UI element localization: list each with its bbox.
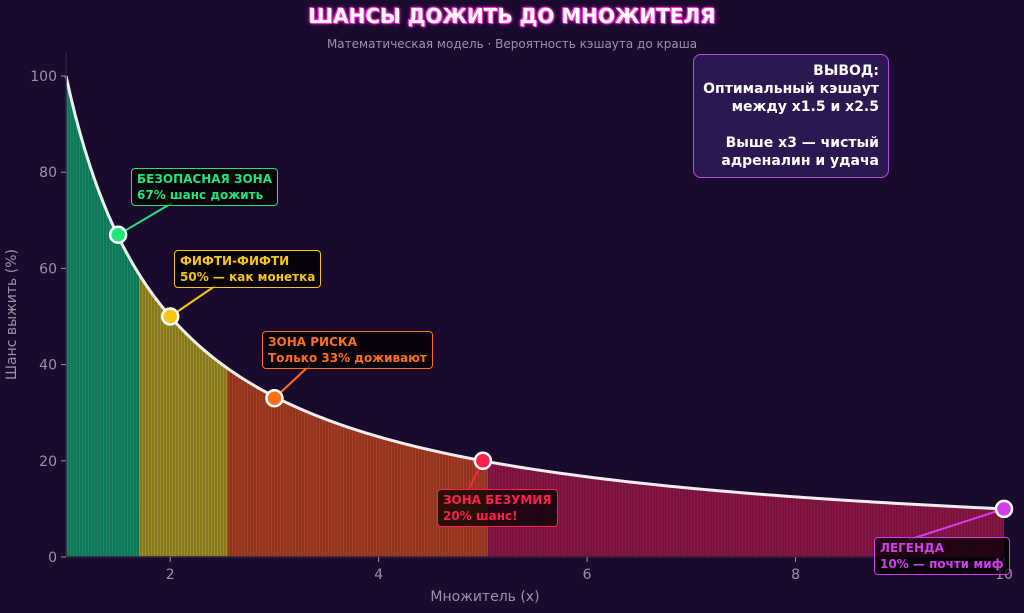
annotation-text: 20% шанс! [443,509,518,523]
annotation-text: 67% шанс дожить [137,188,264,202]
zone-area-0 [66,76,139,557]
annotation-title: ЗОНА РИСКА [268,335,357,349]
x-tick-label: 4 [374,567,383,583]
annotation-text: 50% — как монетка [180,270,316,284]
x-tick-label: 8 [791,567,800,583]
x-tick-label: 2 [166,567,175,583]
conclusion-line: Оптимальный кэшаут [703,81,879,97]
conclusion-line: Выше x3 — чистый [725,135,879,151]
annotation-text: 10% — почти миф [880,557,1004,571]
annotation-connector [907,507,1005,541]
conclusion-line: между x1.5 и x2.5 [731,99,879,115]
annotation-title: ФИФТИ-ФИФТИ [180,254,290,268]
y-tick-label: 20 [39,454,57,470]
y-tick-label: 60 [39,261,57,277]
y-tick-label: 40 [39,358,57,374]
conclusion-line [703,116,879,134]
annotation-text: Только 33% доживают [268,351,427,365]
annotation-risk-zone: ЗОНА РИСКА Только 33% доживают [262,331,433,369]
y-tick-label: 100 [30,69,57,85]
chart-subtitle: Математическая модель · Вероятность кэша… [326,37,698,51]
x-tick-label: 6 [583,567,592,583]
y-tick-label: 0 [48,550,57,566]
zone-area-2 [227,368,489,557]
x-axis-label: Множитель (x) [430,589,539,605]
data-point [473,451,493,471]
chart-title: ШАНСЫ ДОЖИТЬ ДО МНОЖИТЕЛЯ [308,4,716,28]
zone-area-1 [138,274,228,557]
annotation-title: ЛЕГЕНДА [880,541,945,555]
data-point [265,389,284,408]
conclusion-box: ВЫВОД: Оптимальный кэшаут между x1.5 и x… [693,54,889,178]
data-point [108,225,128,244]
conclusion-line: адреналин и удача [721,153,879,169]
conclusion-line: ВЫВОД: [813,63,879,79]
annotation-madness-zone: ЗОНА БЕЗУМИЯ 20% шанс! [437,489,558,527]
annotation-legend-zone: ЛЕГЕНДА 10% — почти миф [874,537,1010,575]
survival-curve [64,75,1005,511]
y-tick-label: 80 [39,165,57,181]
y-axis-label: Шанс выжить (%) [4,249,20,380]
annotation-title: ЗОНА БЕЗУМИЯ [443,493,552,507]
annotation-title: БЕЗОПАСНАЯ ЗОНА [137,172,273,186]
data-point [160,307,180,326]
data-point [994,499,1014,519]
zone-area-3 [488,461,1005,557]
annotation-safe-zone: БЕЗОПАСНАЯ ЗОНА 67% шанс дожить [131,168,279,206]
annotation-fifty-fifty: ФИФТИ-ФИФТИ 50% — как монетка [174,250,322,288]
annotation-connector [117,202,173,236]
